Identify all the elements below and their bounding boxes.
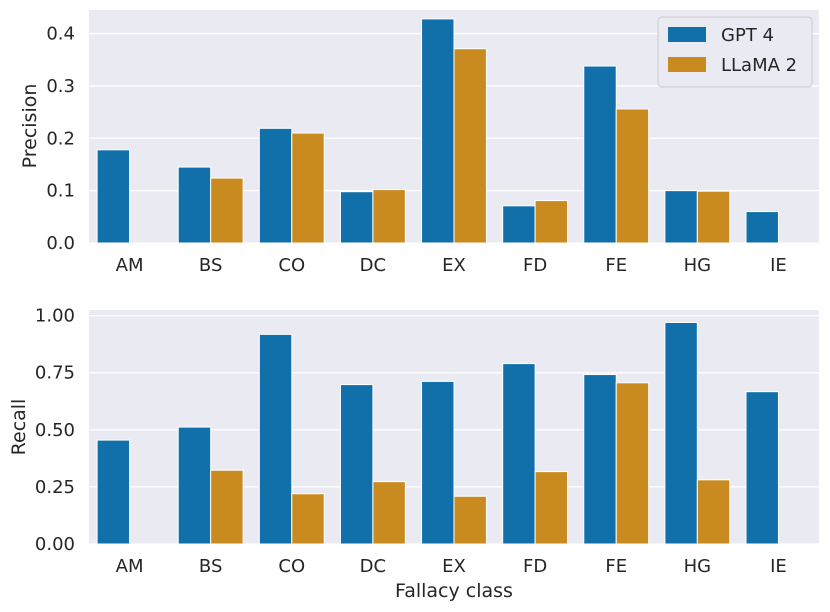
x-tick-label: FD [523, 255, 547, 276]
bar-gpt-4-ex [421, 18, 455, 244]
bar-llama-2-ex [453, 495, 487, 545]
legend-label: LLaMA 2 [721, 55, 797, 76]
bar-llama-2-fd [534, 200, 569, 244]
y-tick-label: 0.2 [46, 128, 75, 149]
bar-llama-2-ex [453, 48, 487, 244]
x-tick-label: CO [278, 255, 305, 276]
legend-swatch [668, 27, 706, 42]
legend: GPT 4 LLaMA 2 [657, 16, 813, 88]
bar-gpt-4-fd [502, 205, 536, 244]
y-tick-label: 0.3 [46, 76, 75, 97]
bar-llama-2-bs [210, 469, 244, 545]
bar-llama-2-dc [372, 189, 406, 244]
x-tick-label: DC [360, 556, 386, 577]
y-tick-label: 0.4 [46, 24, 75, 45]
bar-gpt-4-co [258, 127, 293, 244]
legend-swatch [668, 57, 706, 72]
y-tick-label: 0.0 [46, 233, 75, 254]
x-tick-label: DC [360, 255, 386, 276]
chart-panel-2: 0.00 0.25 0.50 0.75 1.00 AM BS CO DC EX FD FE HG IE Re… [8, 306, 819, 602]
y-tick-label: 0.00 [35, 534, 75, 555]
bar-gpt-4-am [96, 439, 131, 545]
x-tick-label: FE [605, 556, 627, 577]
x-tick-label: BS [199, 556, 222, 577]
bar-gpt-4-am [96, 149, 131, 244]
x-tick-label: FE [605, 255, 627, 276]
x-tick-label: HG [684, 255, 711, 276]
x-tick-label: EX [442, 556, 466, 577]
bar-gpt-4-fe [583, 65, 617, 244]
bar-gpt-4-dc [339, 384, 374, 545]
x-tick-label: EX [442, 255, 466, 276]
bar-gpt-4-fe [583, 374, 617, 545]
bar-llama-2-fd [534, 471, 569, 545]
x-tick-label: FD [523, 556, 547, 577]
bar-llama-2-fe [615, 108, 650, 244]
bar-gpt-4-fd [502, 363, 536, 545]
bar-gpt-4-ex [421, 380, 455, 545]
bar-gpt-4-hg [664, 190, 698, 244]
bar-llama-2-fe [615, 382, 650, 545]
bar-llama-2-hg [696, 479, 731, 545]
x-tick-label: CO [278, 556, 305, 577]
bar-gpt-4-bs [177, 426, 212, 545]
y-axis-label: Recall [8, 399, 30, 456]
y-tick-label: 0.1 [46, 181, 75, 202]
x-axis-label: Fallacy class [395, 580, 513, 602]
bar-gpt-4-ie [745, 211, 779, 244]
legend-label: GPT 4 [721, 25, 774, 46]
x-tick-label: IE [770, 255, 787, 276]
bar-gpt-4-bs [177, 166, 212, 244]
x-tick-label: HG [684, 556, 711, 577]
bar-llama-2-hg [696, 190, 731, 244]
bar-gpt-4-dc [339, 191, 374, 244]
bar-gpt-4-hg [664, 321, 698, 545]
bar-llama-2-co [291, 493, 325, 545]
bar-gpt-4-co [258, 333, 293, 545]
bar-llama-2-bs [210, 177, 244, 244]
bar-gpt-4-ie [745, 391, 779, 545]
x-tick-label: BS [199, 255, 222, 276]
x-tick-label: AM [116, 556, 144, 577]
y-tick-label: 0.25 [35, 477, 75, 498]
bar-llama-2-co [291, 132, 325, 244]
y-tick-label: 1.00 [35, 306, 75, 327]
y-tick-label: 0.50 [35, 420, 75, 441]
x-tick-label: AM [116, 255, 144, 276]
y-tick-label: 0.75 [35, 363, 75, 384]
chart-panel-1: 0.0 0.1 0.2 0.3 0.4 AM BS CO DC EX FD FE HG IE Precisi… [19, 10, 819, 276]
bar-llama-2-dc [372, 481, 406, 545]
y-axis-label: Precision [19, 84, 41, 169]
x-tick-label: IE [770, 556, 787, 577]
